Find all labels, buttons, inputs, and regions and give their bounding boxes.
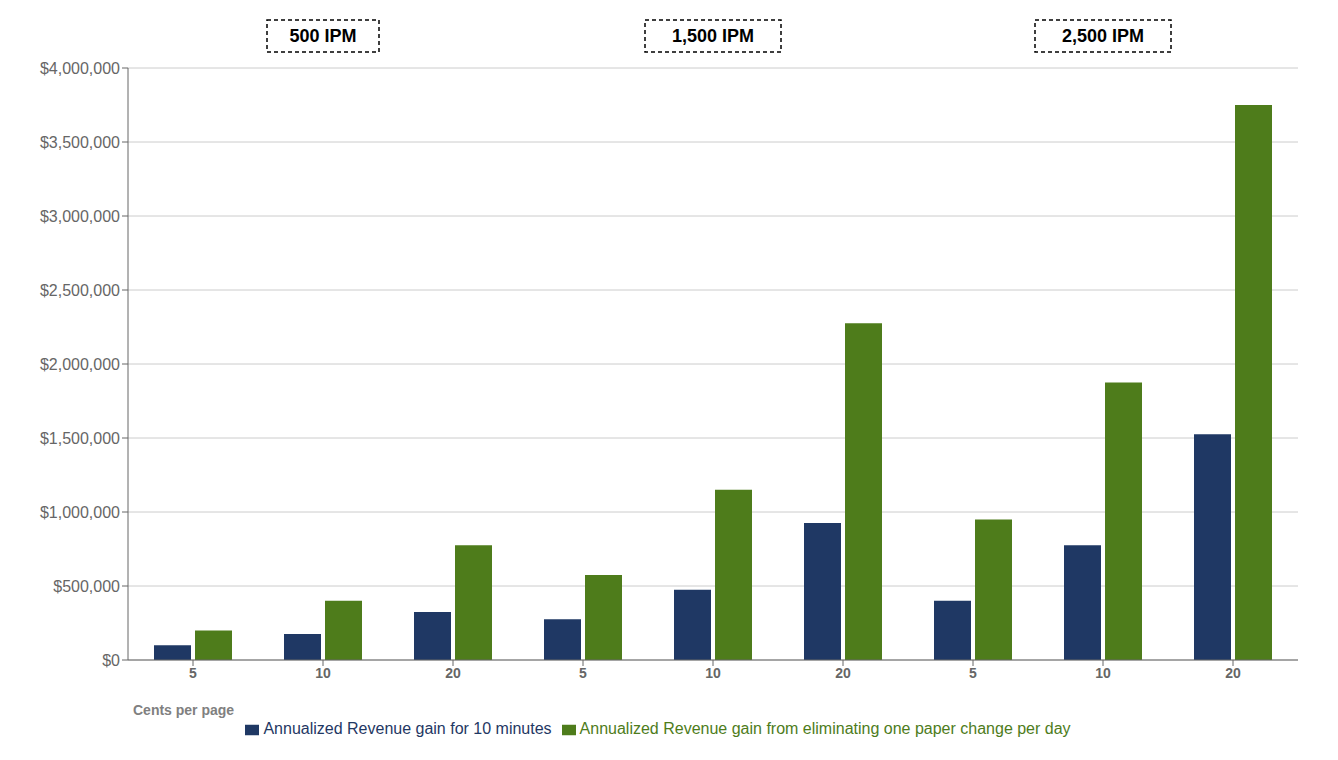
svg-text:$1,000,000: $1,000,000 — [40, 504, 120, 521]
svg-text:$3,500,000: $3,500,000 — [40, 134, 120, 151]
svg-text:10: 10 — [1095, 665, 1111, 681]
html-text:Annualized Revenue gain from e: Annualized Revenue gain from eliminating… — [579, 720, 1071, 737]
svg-text:20: 20 — [835, 665, 851, 681]
svg-text:$2,500,000: $2,500,000 — [40, 282, 120, 299]
svg-text:$2,000,000: $2,000,000 — [40, 356, 120, 373]
svg-text:$500,000: $500,000 — [53, 578, 120, 595]
svg-text:$3,000,000: $3,000,000 — [40, 208, 120, 225]
svg-text:$1,500,000: $1,500,000 — [40, 430, 120, 447]
svg-text:500 IPM: 500 IPM — [289, 26, 356, 46]
svg-text:$4,000,000: $4,000,000 — [40, 60, 120, 77]
svg-text:20: 20 — [1225, 665, 1241, 681]
svg-text:5: 5 — [189, 665, 197, 681]
svg-text:2,500 IPM: 2,500 IPM — [1062, 26, 1144, 46]
svg-text:5: 5 — [969, 665, 977, 681]
svg-text:5: 5 — [579, 665, 587, 681]
svg-text:1,500 IPM: 1,500 IPM — [672, 26, 754, 46]
svg-text:Cents per page: Cents per page — [133, 702, 234, 718]
svg-text:10: 10 — [705, 665, 721, 681]
html-text:Annualized Revenue gain for 10: Annualized Revenue gain for 10 minutes — [263, 720, 552, 737]
svg-text:10: 10 — [315, 665, 331, 681]
svg-text:$0: $0 — [102, 652, 120, 669]
svg-text:20: 20 — [445, 665, 461, 681]
